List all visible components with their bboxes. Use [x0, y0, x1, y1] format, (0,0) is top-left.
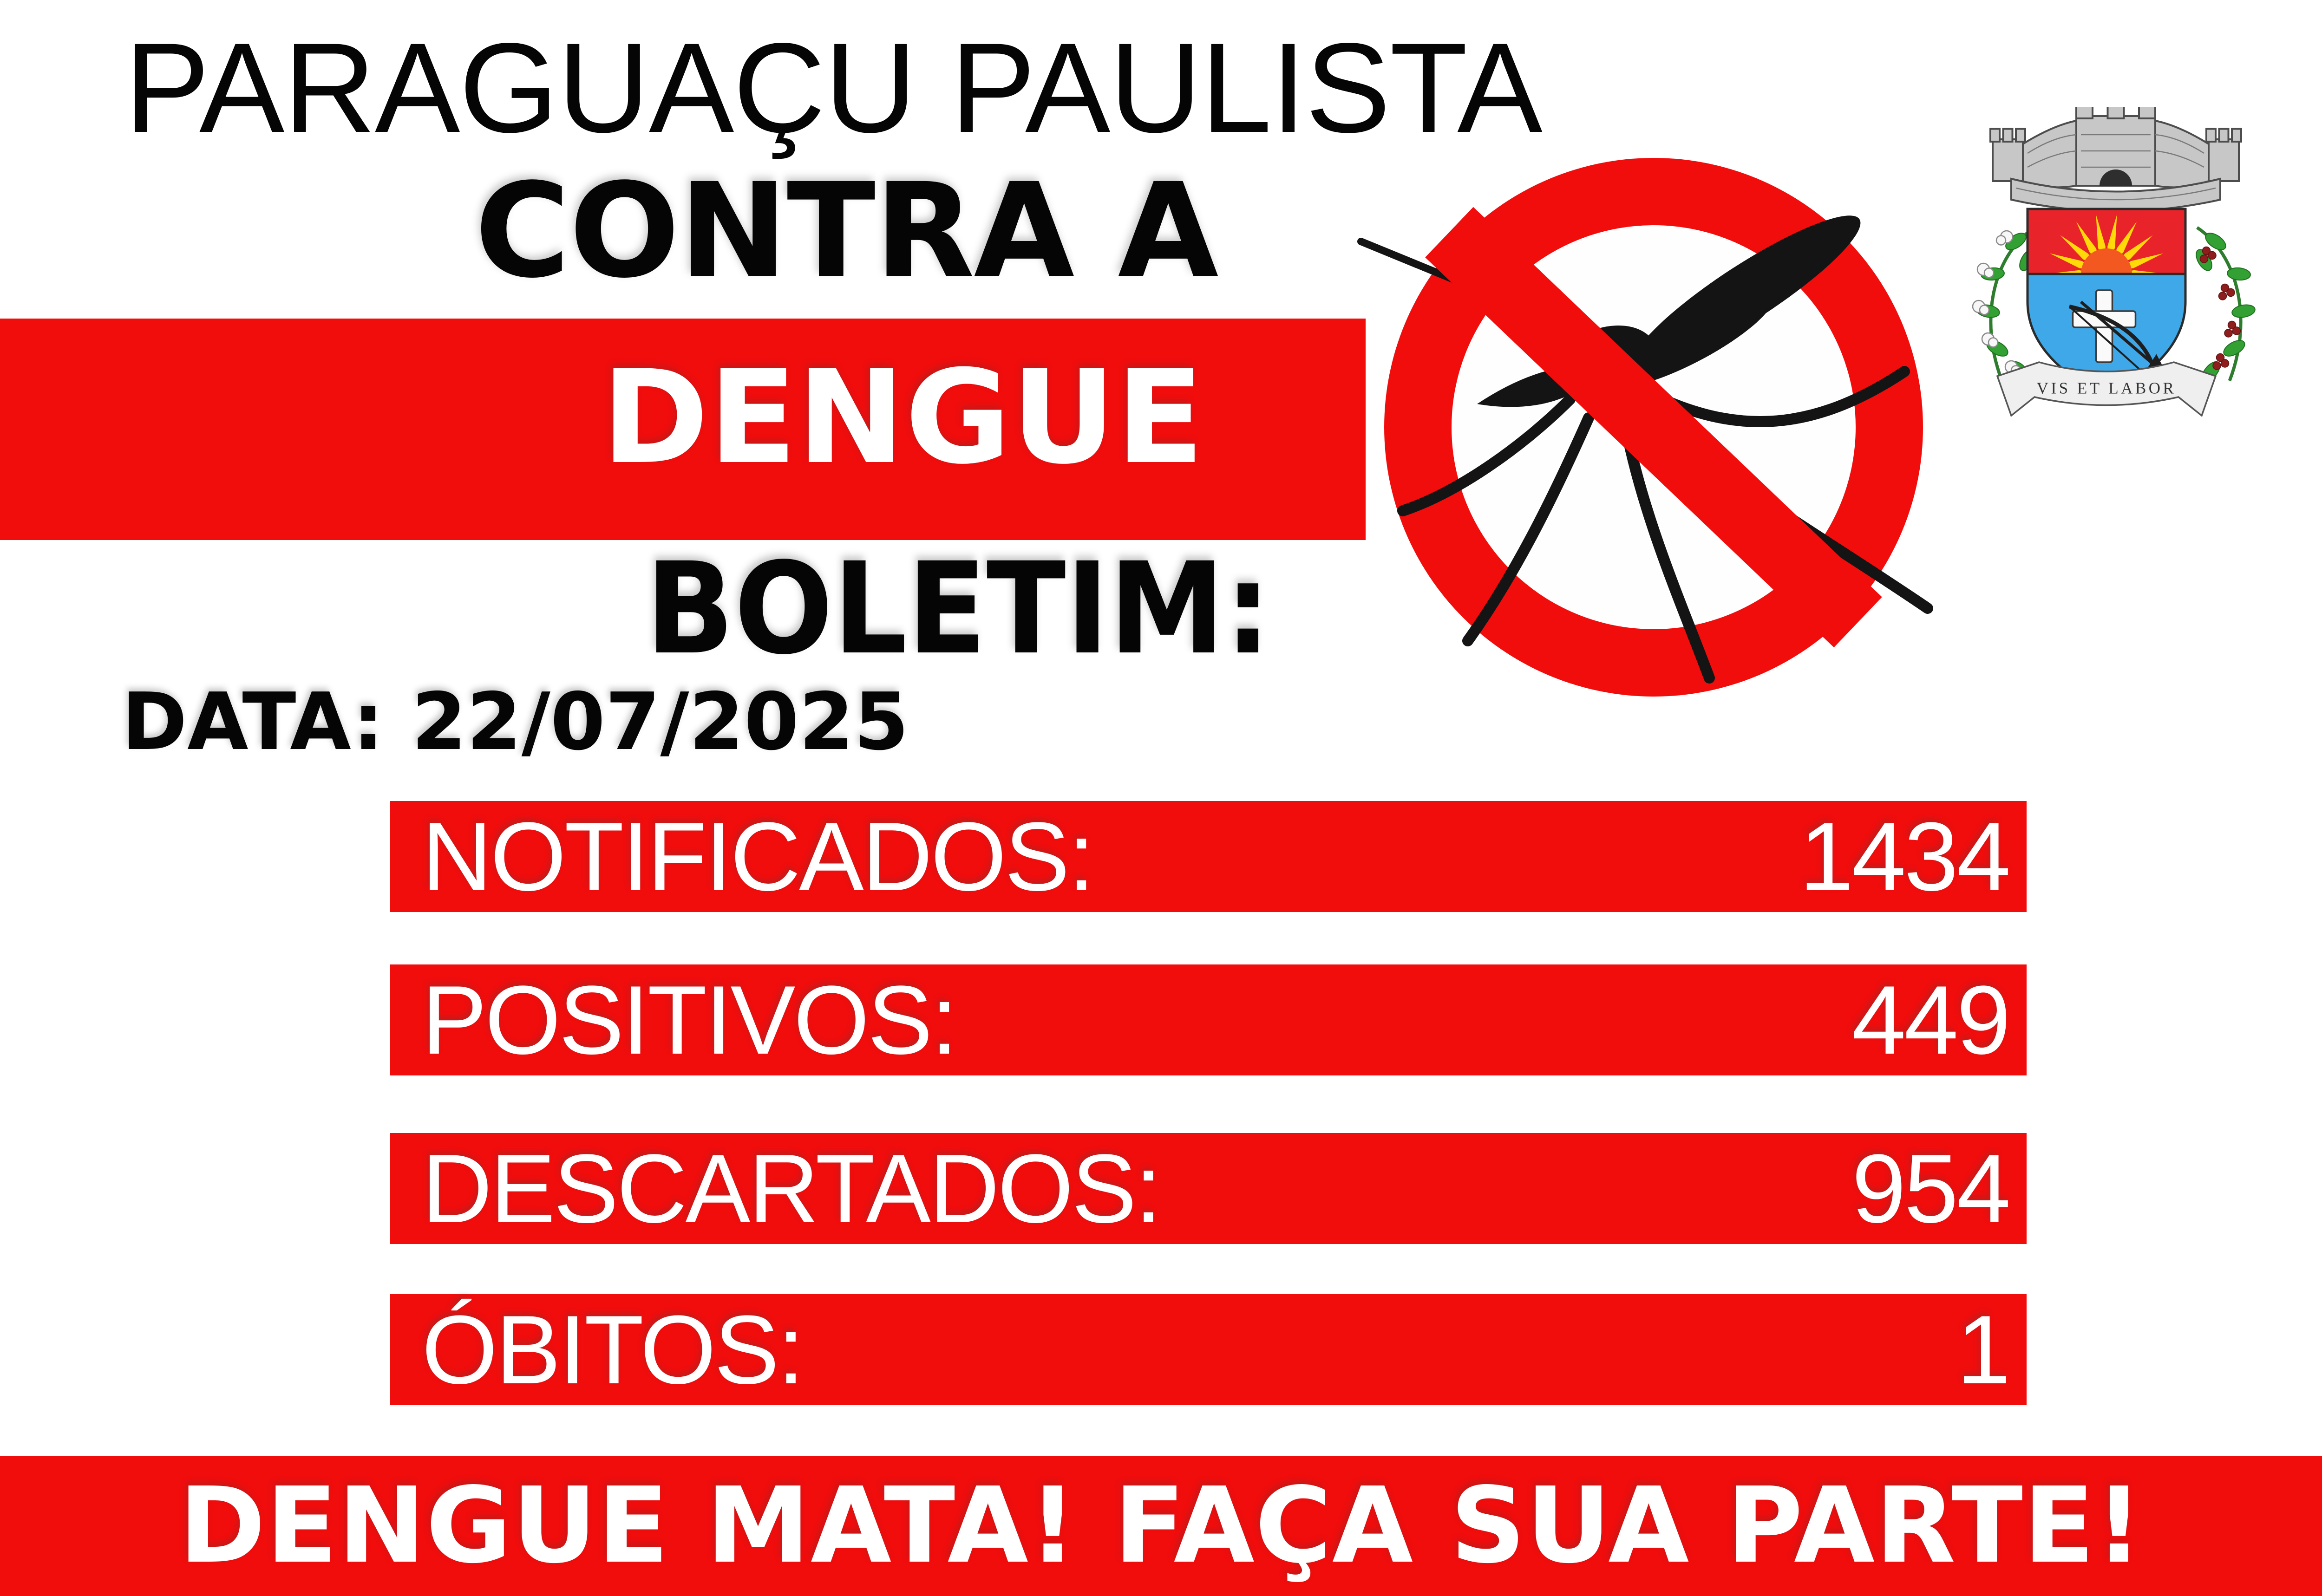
footer-warning-text: DENGUE MATA! FAÇA SUA PARTE!: [178, 1465, 2144, 1587]
motto-ribbon: VIS ET LABOR: [1996, 361, 2217, 417]
footer-warning-band: DENGUE MATA! FAÇA SUA PARTE!: [0, 1456, 2322, 1596]
mural-crown: [1989, 107, 2242, 212]
dengue-highlight: DENGUE: [602, 342, 1204, 493]
no-mosquito-icon: [1357, 158, 1933, 697]
prohibition-slash: [1425, 207, 1882, 648]
stat-label: POSITIVOS:: [422, 965, 958, 1075]
stat-label: NOTIFICADOS:: [422, 801, 1095, 911]
motto-text: VIS ET LABOR: [2037, 379, 2177, 397]
stat-value: 1: [1956, 1295, 2011, 1404]
stat-row-descartados: DESCARTADOS: 954: [390, 1133, 2027, 1244]
section-heading-boletim: BOLETIM:: [646, 536, 1271, 683]
stat-row-positivos: POSITIVOS: 449: [390, 964, 2027, 1075]
subtitle-contra-a: CONTRA A: [475, 156, 1218, 307]
bulletin-date: DATA: 22/07/2025: [122, 676, 909, 768]
stat-row-notificados: NOTIFICADOS: 1434: [390, 801, 2027, 912]
stat-value: 449: [1851, 965, 2011, 1075]
city-coat-of-arms: VIS ET LABOR: [1972, 107, 2256, 417]
city-title: PARAGUAÇU PAULISTA: [124, 17, 1543, 159]
stat-label: ÓBITOS:: [422, 1295, 805, 1404]
stat-row-obitos: ÓBITOS: 1: [390, 1294, 2027, 1405]
shield: [2026, 208, 2187, 398]
stat-value: 954: [1851, 1133, 2011, 1243]
rising-sun: [2046, 214, 2167, 273]
dengue-red-band: [0, 319, 1366, 540]
stat-value: 1434: [1799, 801, 2011, 911]
stat-label: DESCARTADOS:: [422, 1133, 1162, 1243]
crown-gate: [2100, 169, 2132, 186]
coffee-branch: [2196, 226, 2256, 382]
